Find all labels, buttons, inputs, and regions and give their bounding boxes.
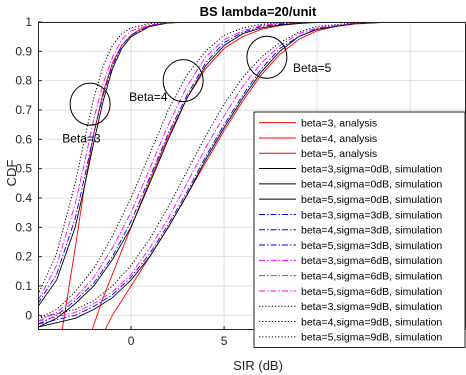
- x-tick-label: 5: [221, 334, 228, 348]
- chart-title: BS lambda=20/unit: [200, 4, 317, 19]
- legend-entry: beta=4,sigma=0dB, simulation: [301, 179, 442, 191]
- legend-entry: beta=5,sigma=6dB, simulation: [301, 286, 442, 298]
- y-tick-label: 0: [25, 308, 32, 322]
- series-line-14: [38, 22, 318, 319]
- series-line-10: [38, 22, 187, 301]
- series-layer: [38, 22, 392, 330]
- series-line-7: [38, 22, 187, 304]
- y-tick-label: 0.2: [15, 250, 32, 264]
- legend-entry: beta=3,sigma=9dB, simulation: [301, 301, 442, 313]
- legend-entry: beta=4,sigma=9dB, simulation: [301, 316, 442, 328]
- x-axis-label: SIR (dB): [233, 358, 283, 373]
- series-line-11: [38, 22, 318, 322]
- annotation-label: Beta=5: [293, 61, 332, 75]
- legend-entry: beta=3, analysis: [301, 117, 377, 129]
- y-tick-label: 0.1: [15, 279, 32, 293]
- x-tick-label: 0: [128, 334, 135, 348]
- legend-entry: beta=3,sigma=3dB, simulation: [301, 209, 442, 221]
- y-tick-label: 0.3: [15, 220, 32, 234]
- series-line-9: [38, 22, 392, 325]
- series-line-6: [38, 22, 392, 328]
- legend-entry: beta=5,sigma=3dB, simulation: [301, 240, 442, 252]
- legend-entry: beta=3,sigma=6dB, simulation: [301, 255, 442, 267]
- legend-entry: beta=3,sigma=0dB, simulation: [301, 163, 442, 175]
- annotation-label: Beta=4: [129, 90, 168, 104]
- y-tick-label: 0.8: [15, 74, 32, 88]
- series-line-15: [38, 22, 392, 319]
- annotation-circle: [69, 82, 111, 126]
- annotation-circles: [69, 35, 288, 126]
- legend-entry: beta=5, analysis: [301, 148, 377, 160]
- y-tick-label: 1: [25, 15, 32, 29]
- y-tick-label: 0.4: [15, 191, 32, 205]
- legend-entry: beta=4,sigma=3dB, simulation: [301, 225, 442, 237]
- series-line-3: [104, 22, 392, 330]
- legend: beta=3, analysis beta=4, analysis beta=5, …: [253, 111, 466, 348]
- annotation-circle: [246, 35, 288, 79]
- y-tick-label: 0.5: [15, 162, 32, 176]
- series-line-4: [38, 22, 187, 307]
- y-tick-labels: 0 0.1 0.2 0.3 0.4 0.5 0.6 0.7 0.8 0.9 1: [15, 15, 42, 322]
- series-line-13: [38, 22, 187, 296]
- annotations: Beta=3 Beta=4 Beta=5: [62, 61, 331, 145]
- legend-entry: beta=5,sigma=0dB, simulation: [301, 194, 442, 206]
- y-tick-label: 0.9: [15, 44, 32, 58]
- annotation-circle: [162, 59, 204, 103]
- y-tick-label: 0.6: [15, 132, 32, 146]
- legend-box: [253, 111, 466, 348]
- annotation-label: Beta=3: [62, 131, 101, 145]
- series-line-5: [38, 22, 318, 328]
- y-tick-label: 0.7: [15, 103, 32, 117]
- legend-entry: beta=4, analysis: [301, 133, 377, 145]
- legend-entry: beta=4,sigma=6dB, simulation: [301, 270, 442, 282]
- legend-entry: beta=5,sigma=9dB, simulation: [301, 332, 442, 344]
- series-line-12: [38, 22, 392, 322]
- y-axis-label: CDF: [4, 160, 19, 187]
